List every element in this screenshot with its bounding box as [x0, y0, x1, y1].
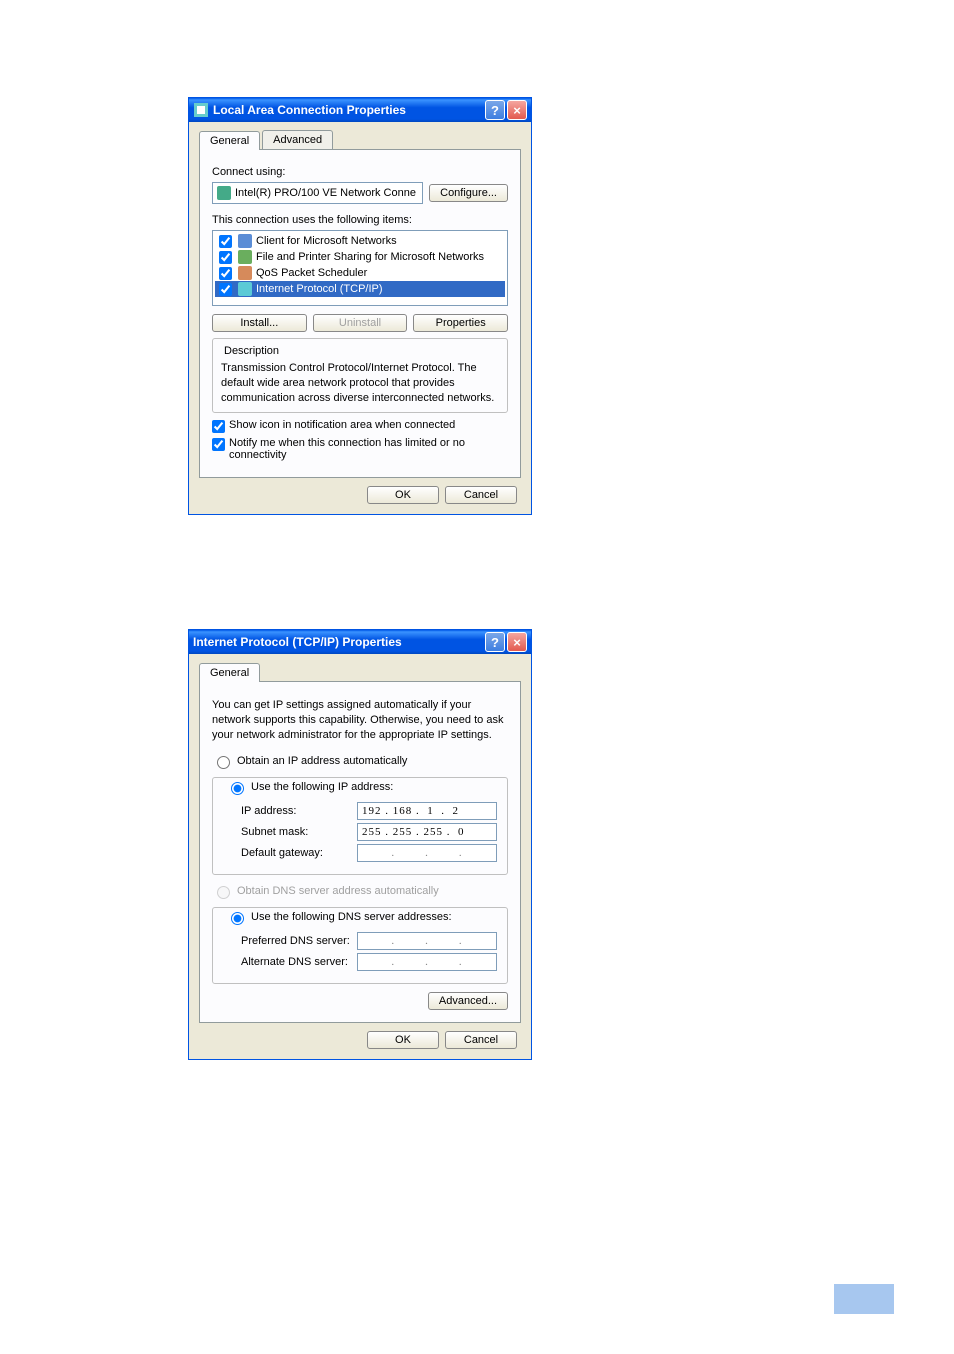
notify-label: Notify me when this connection has limit…	[229, 437, 508, 461]
dialog-title: Internet Protocol (TCP/IP) Properties	[193, 635, 485, 649]
close-button[interactable]: ×	[507, 100, 527, 120]
item-qos[interactable]: QoS Packet Scheduler	[215, 265, 505, 281]
adapter-name: Intel(R) PRO/100 VE Network Conne	[235, 187, 416, 199]
description-legend: Description	[221, 345, 282, 357]
use-dns-radio[interactable]	[231, 912, 244, 925]
install-button[interactable]: Install...	[212, 314, 307, 332]
qos-icon	[238, 266, 252, 280]
auto-ip-radio[interactable]	[217, 756, 230, 769]
ok-button[interactable]: OK	[367, 486, 439, 504]
item-client[interactable]: Client for Microsoft Networks	[215, 233, 505, 249]
description-fieldset: Description Transmission Control Protoco…	[212, 338, 508, 413]
properties-button[interactable]: Properties	[413, 314, 508, 332]
tab-general[interactable]: General	[199, 131, 260, 150]
items-list[interactable]: Client for Microsoft Networks File and P…	[212, 230, 508, 306]
service-icon	[238, 250, 252, 264]
uninstall-button: Uninstall	[313, 314, 408, 332]
use-ip-label: Use the following IP address:	[251, 781, 393, 793]
lan-properties-dialog: Local Area Connection Properties ? × Gen…	[188, 97, 532, 515]
adapter-icon	[217, 186, 231, 200]
checkbox[interactable]	[219, 251, 232, 264]
titlebar[interactable]: Internet Protocol (TCP/IP) Properties ? …	[189, 630, 531, 654]
item-file-printer[interactable]: File and Printer Sharing for Microsoft N…	[215, 249, 505, 265]
ok-button[interactable]: OK	[367, 1031, 439, 1049]
alt-dns-input[interactable]	[357, 953, 497, 971]
checkbox[interactable]	[219, 283, 232, 296]
tcpip-properties-dialog: Internet Protocol (TCP/IP) Properties ? …	[188, 629, 532, 1060]
dialog-title: Local Area Connection Properties	[213, 103, 485, 117]
ip-address-label: IP address:	[241, 805, 357, 817]
show-icon-checkbox[interactable]	[212, 420, 225, 433]
use-dns-label: Use the following DNS server addresses:	[251, 911, 452, 923]
cancel-button[interactable]: Cancel	[445, 486, 517, 504]
subnet-mask-label: Subnet mask:	[241, 826, 357, 838]
checkbox[interactable]	[219, 267, 232, 280]
client-icon	[238, 234, 252, 248]
tab-panel: Connect using: Intel(R) PRO/100 VE Netwo…	[199, 150, 521, 478]
items-label: This connection uses the following items…	[212, 214, 508, 226]
ip-address-input[interactable]	[357, 802, 497, 820]
description-text: Transmission Control Protocol/Internet P…	[221, 361, 499, 406]
titlebar[interactable]: Local Area Connection Properties ? ×	[189, 98, 531, 122]
alt-dns-label: Alternate DNS server:	[241, 956, 357, 968]
connect-using-label: Connect using:	[212, 166, 508, 178]
item-label: File and Printer Sharing for Microsoft N…	[256, 251, 484, 263]
close-button[interactable]: ×	[507, 632, 527, 652]
advanced-button[interactable]: Advanced...	[428, 992, 508, 1010]
gateway-input[interactable]	[357, 844, 497, 862]
item-label: QoS Packet Scheduler	[256, 267, 367, 279]
intro-text: You can get IP settings assigned automat…	[212, 698, 508, 743]
adapter-box: Intel(R) PRO/100 VE Network Conne	[212, 182, 423, 204]
help-button[interactable]: ?	[485, 632, 505, 652]
subnet-mask-input[interactable]	[357, 823, 497, 841]
auto-dns-label: Obtain DNS server address automatically	[237, 885, 439, 897]
help-button[interactable]: ?	[485, 100, 505, 120]
page-number-block	[834, 1284, 894, 1314]
item-label: Internet Protocol (TCP/IP)	[256, 283, 383, 295]
tabs: General	[199, 662, 521, 682]
tabs: General Advanced	[199, 130, 521, 150]
configure-button[interactable]: Configure...	[429, 184, 508, 202]
tab-panel: You can get IP settings assigned automat…	[199, 682, 521, 1023]
protocol-icon	[238, 282, 252, 296]
pref-dns-label: Preferred DNS server:	[241, 935, 357, 947]
network-icon	[193, 102, 209, 118]
cancel-button[interactable]: Cancel	[445, 1031, 517, 1049]
item-label: Client for Microsoft Networks	[256, 235, 397, 247]
show-icon-label: Show icon in notification area when conn…	[229, 419, 455, 431]
tab-advanced[interactable]: Advanced	[262, 130, 333, 149]
auto-dns-radio	[217, 886, 230, 899]
gateway-label: Default gateway:	[241, 847, 357, 859]
notify-checkbox[interactable]	[212, 438, 225, 451]
checkbox[interactable]	[219, 235, 232, 248]
dns-fieldset: Use the following DNS server addresses: …	[212, 907, 508, 984]
pref-dns-input[interactable]	[357, 932, 497, 950]
ip-fieldset: Use the following IP address: IP address…	[212, 777, 508, 875]
use-ip-radio[interactable]	[231, 782, 244, 795]
tab-general[interactable]: General	[199, 663, 260, 682]
auto-ip-label: Obtain an IP address automatically	[237, 755, 407, 767]
item-tcpip[interactable]: Internet Protocol (TCP/IP)	[215, 281, 505, 297]
